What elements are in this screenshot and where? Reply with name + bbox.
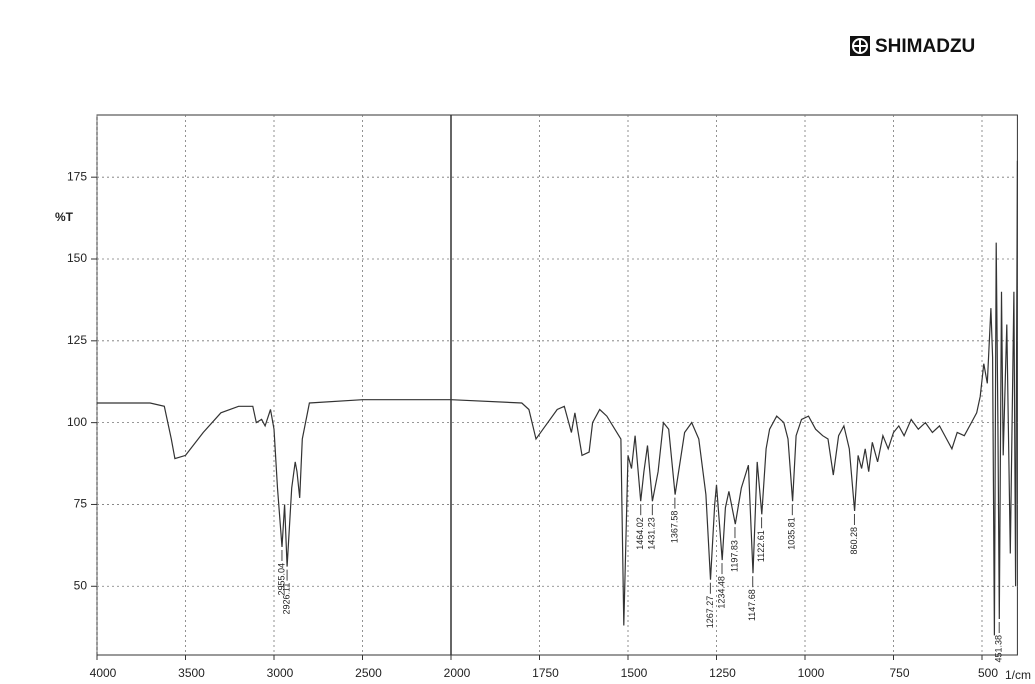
y-axis-label: %T [55, 210, 74, 224]
x-tick-label: 3000 [267, 666, 294, 680]
x-tick-label: 500 [978, 666, 998, 680]
x-tick-label: 1000 [798, 666, 825, 680]
peak-label: 1197.83 [729, 540, 739, 572]
brand: SHIMADZU [875, 36, 975, 57]
peak-label: 1431.23 [647, 517, 657, 550]
peak-label: 2926.11 [281, 583, 291, 615]
y-tick-label: 75 [74, 497, 88, 511]
peak-label: 1267.27 [705, 596, 715, 629]
peak-label: 1464.02 [635, 517, 645, 550]
peak-label: 860.28 [849, 527, 859, 555]
y-tick-label: 175 [67, 169, 87, 183]
peak-label: 1147.68 [747, 589, 757, 621]
y-tick-label: 50 [74, 578, 88, 592]
plot-area [96, 114, 1018, 656]
y-tick-label: 125 [67, 333, 87, 347]
y-tick-label: 100 [67, 415, 87, 429]
brand-logo [850, 36, 870, 56]
y-tick-label: 150 [67, 251, 87, 265]
peak-label: 2955.04 [276, 563, 286, 596]
x-axis-label: 1/cm [1005, 668, 1031, 682]
x-tick-label: 750 [889, 666, 909, 680]
peak-label: 1122.61 [756, 530, 766, 562]
peak-label: 1367.58 [669, 511, 679, 544]
spectrum-line [97, 160, 1018, 636]
x-tick-label: 2000 [444, 666, 471, 680]
x-tick-label: 4000 [90, 666, 117, 680]
x-tick-label: 1250 [709, 666, 736, 680]
peak-label: 1035.81 [787, 517, 797, 550]
peak-label: 1234.48 [716, 576, 726, 609]
x-tick-label: 2500 [355, 666, 382, 680]
peak-label: 451.38 [994, 635, 1004, 663]
x-tick-label: 3500 [178, 666, 205, 680]
x-tick-label: 1750 [532, 666, 559, 680]
x-tick-label: 1500 [621, 666, 648, 680]
